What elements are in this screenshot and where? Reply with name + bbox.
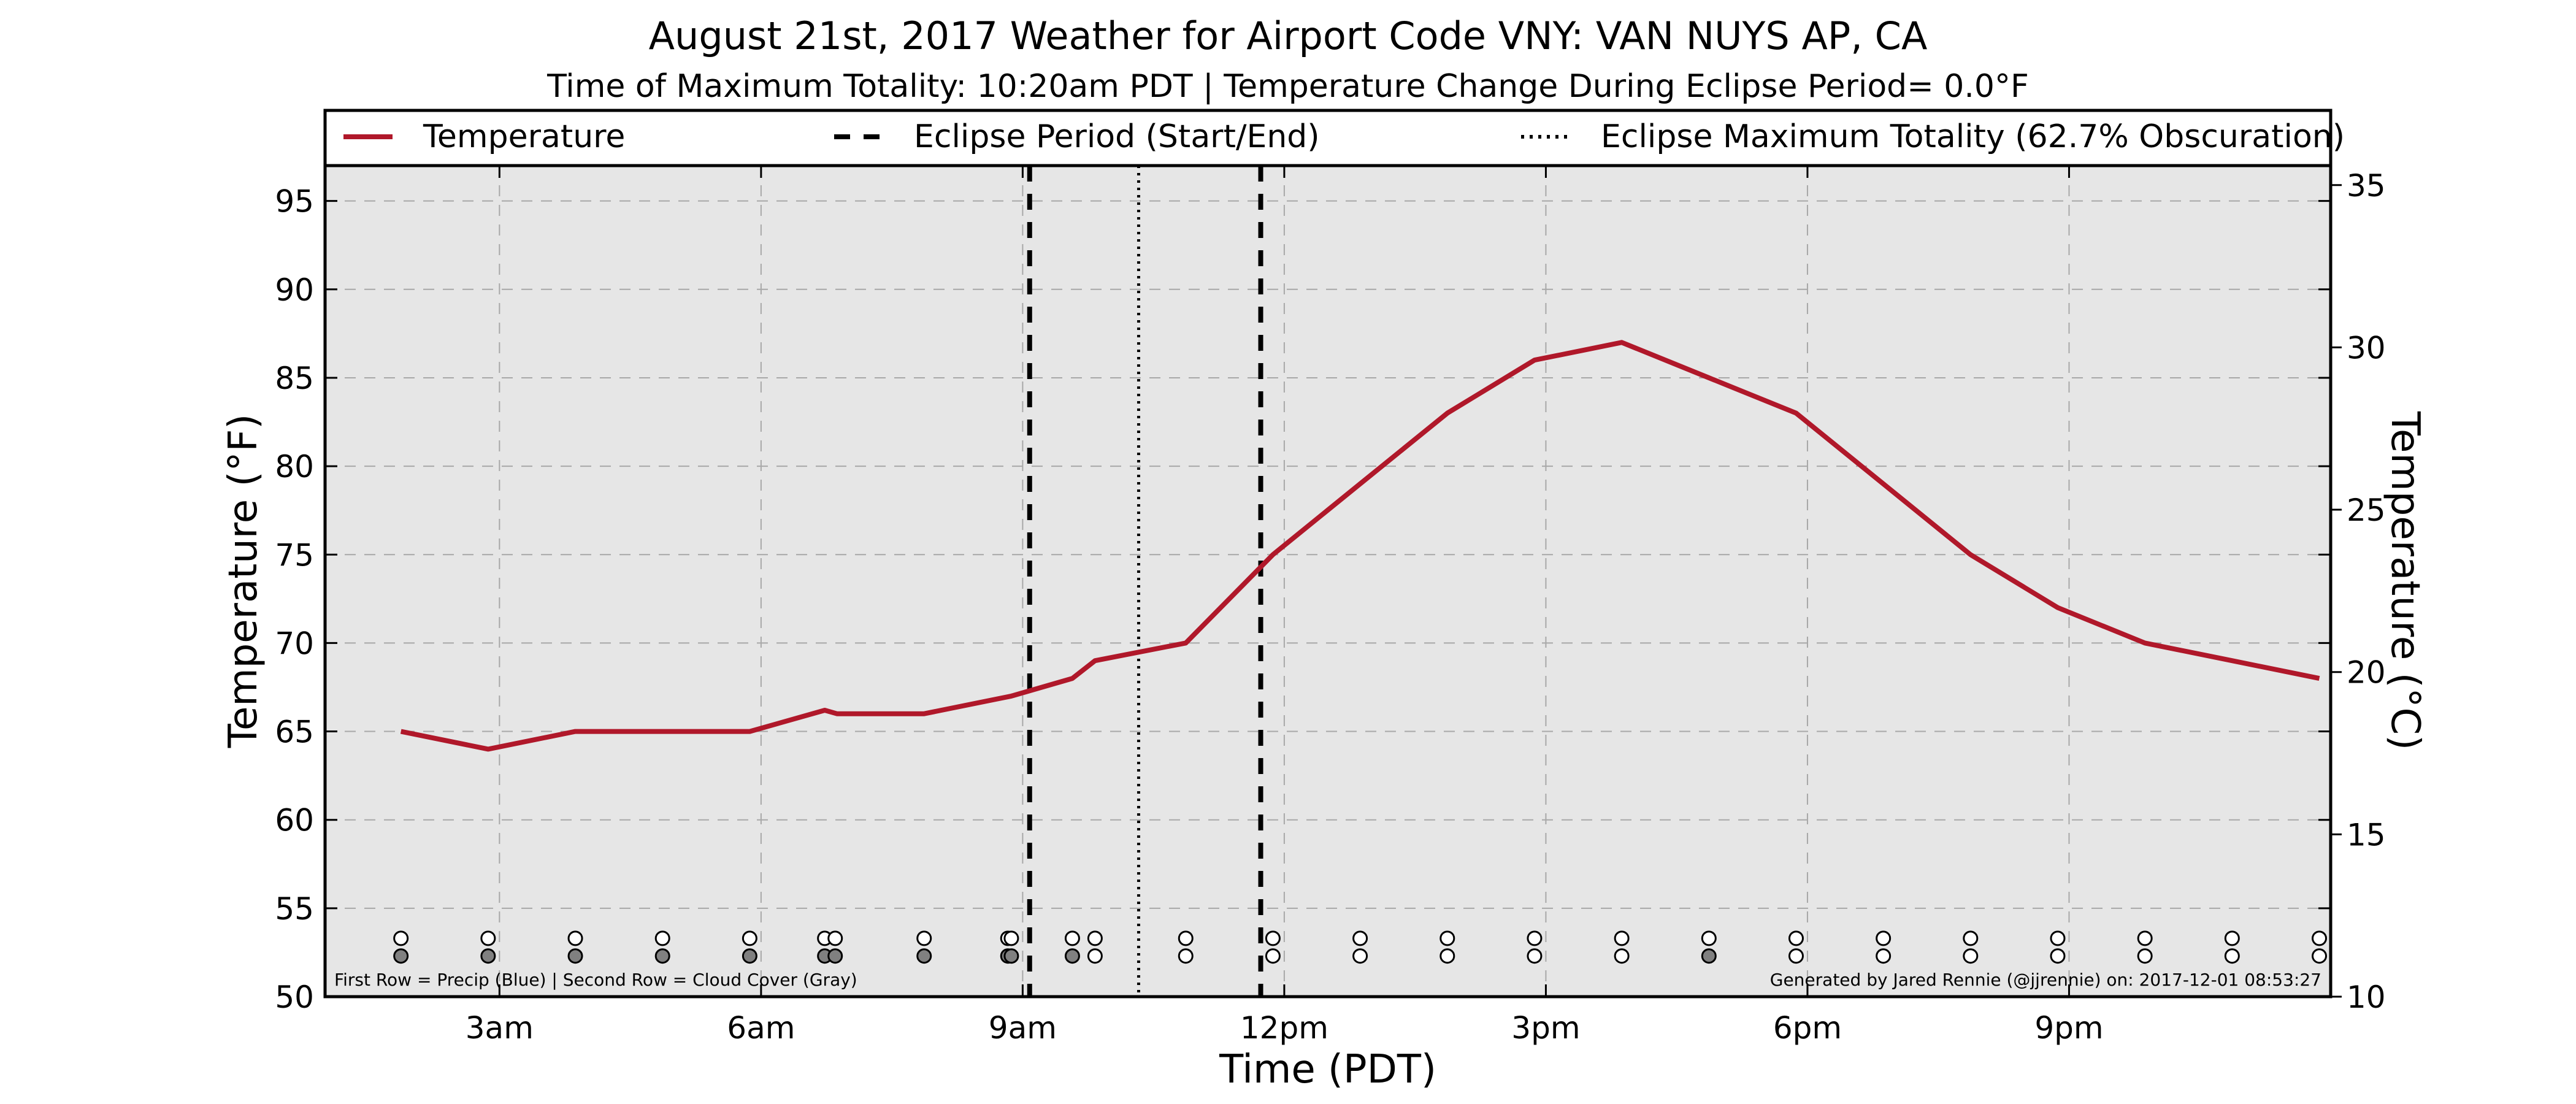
cloud-marker xyxy=(654,948,670,964)
precip-marker xyxy=(2312,930,2328,946)
legend-label-eclipse-period: Eclipse Period (Start/End) xyxy=(914,118,1320,155)
cloud-marker xyxy=(1788,948,1804,964)
cloud-marker xyxy=(567,948,583,964)
precip-marker xyxy=(1352,930,1368,946)
precip-marker xyxy=(1876,930,1892,946)
y-right-tick-label: 25 xyxy=(2347,493,2386,528)
cloud-marker xyxy=(1439,948,1455,964)
cloud-marker xyxy=(1963,948,1979,964)
cloud-marker xyxy=(742,948,757,964)
cloud-marker xyxy=(2050,948,2066,964)
tick-layer: 50 55 60 65 70 75 80 85 90 95 3am 6am 9am 12pm 3pm 6pm 9… xyxy=(275,166,2386,1046)
x-tick-label: 9pm xyxy=(2034,1010,2103,1046)
precip-marker xyxy=(393,930,409,946)
y-right-tick-label: 15 xyxy=(2347,817,2386,853)
cloud-marker xyxy=(2137,948,2153,964)
series-layer xyxy=(400,340,2320,752)
y-tick-label: 55 xyxy=(275,891,314,927)
y-tick-label: 70 xyxy=(275,626,314,661)
chart-subtitle: Time of Maximum Totality: 10:20am PDT | … xyxy=(546,68,2029,105)
precip-marker xyxy=(1439,930,1455,946)
cloud-marker xyxy=(2312,948,2328,964)
y-tick-label: 50 xyxy=(275,979,314,1015)
precip-marker xyxy=(742,930,757,946)
y-right-tick-label: 10 xyxy=(2347,979,2386,1015)
y-right-tick-label: 35 xyxy=(2347,168,2386,204)
precip-marker xyxy=(2050,930,2066,946)
precip-marker xyxy=(2224,930,2240,946)
cloud-marker xyxy=(1178,948,1194,964)
precip-marker xyxy=(2137,930,2153,946)
y-axis-label: Temperature (°F) xyxy=(221,414,266,749)
cloud-marker xyxy=(1003,948,1019,964)
cloud-marker xyxy=(1265,948,1281,964)
y-tick-label: 85 xyxy=(275,361,314,396)
temperature-line xyxy=(400,340,2320,752)
x-tick-label: 12pm xyxy=(1240,1010,1328,1046)
precip-marker xyxy=(1701,930,1717,946)
precip-marker xyxy=(827,930,843,946)
precip-marker xyxy=(1003,930,1019,946)
cloud-marker xyxy=(916,948,932,964)
x-tick-label: 9am xyxy=(989,1010,1057,1046)
observation-markers xyxy=(393,930,2328,964)
plot-area xyxy=(325,166,2331,997)
x-tick-label: 3pm xyxy=(1511,1010,1580,1046)
cloud-marker xyxy=(1876,948,1892,964)
y-tick-label: 90 xyxy=(275,272,314,308)
x-axis-label: Time (PDT) xyxy=(1219,1047,1436,1092)
precip-marker xyxy=(1265,930,1281,946)
y-tick-label: 95 xyxy=(275,184,314,220)
y-right-tick-label: 30 xyxy=(2347,330,2386,366)
precip-marker xyxy=(1963,930,1979,946)
cloud-marker xyxy=(1527,948,1543,964)
precip-marker xyxy=(567,930,583,946)
cloud-marker xyxy=(393,948,409,964)
precip-marker xyxy=(1178,930,1194,946)
precip-marker xyxy=(1064,930,1080,946)
cloud-marker xyxy=(1352,948,1368,964)
chart-title: August 21st, 2017 Weather for Airport Co… xyxy=(649,13,1928,58)
legend-box xyxy=(323,109,2333,167)
cloud-marker xyxy=(1614,948,1630,964)
precip-marker xyxy=(916,930,932,946)
footnote-left: First Row = Precip (Blue) | Second Row =… xyxy=(334,970,857,990)
footnote-right: Generated by Jared Rennie (@jjrennie) on… xyxy=(1770,970,2321,990)
legend-label-eclipse-max: Eclipse Maximum Totality (62.7% Obscurat… xyxy=(1601,118,2345,155)
precip-marker xyxy=(1087,930,1103,946)
legend-label-temperature: Temperature xyxy=(423,118,625,155)
precip-marker xyxy=(480,930,496,946)
precip-marker xyxy=(1614,930,1630,946)
y-axis-label-right: Temperature (°C) xyxy=(2382,411,2428,750)
x-tick-label: 6am xyxy=(727,1010,795,1046)
precip-marker xyxy=(654,930,670,946)
eclipse-lines xyxy=(1027,166,1263,997)
legend: Temperature Eclipse Period (Start/End) E… xyxy=(323,109,2345,167)
cloud-marker xyxy=(1064,948,1080,964)
x-tick-label: 6pm xyxy=(1773,1010,1842,1046)
cloud-marker xyxy=(827,948,843,964)
y-tick-label: 75 xyxy=(275,537,314,573)
y-tick-label: 60 xyxy=(275,803,314,838)
cloud-marker xyxy=(2224,948,2240,964)
precip-marker xyxy=(1527,930,1543,946)
precip-marker xyxy=(1788,930,1804,946)
cloud-marker xyxy=(1701,948,1717,964)
y-tick-label: 65 xyxy=(275,715,314,750)
y-right-tick-label: 20 xyxy=(2347,655,2386,691)
cloud-marker xyxy=(1087,948,1103,964)
cloud-marker xyxy=(480,948,496,964)
x-tick-label: 3am xyxy=(466,1010,534,1046)
y-tick-label: 80 xyxy=(275,449,314,485)
